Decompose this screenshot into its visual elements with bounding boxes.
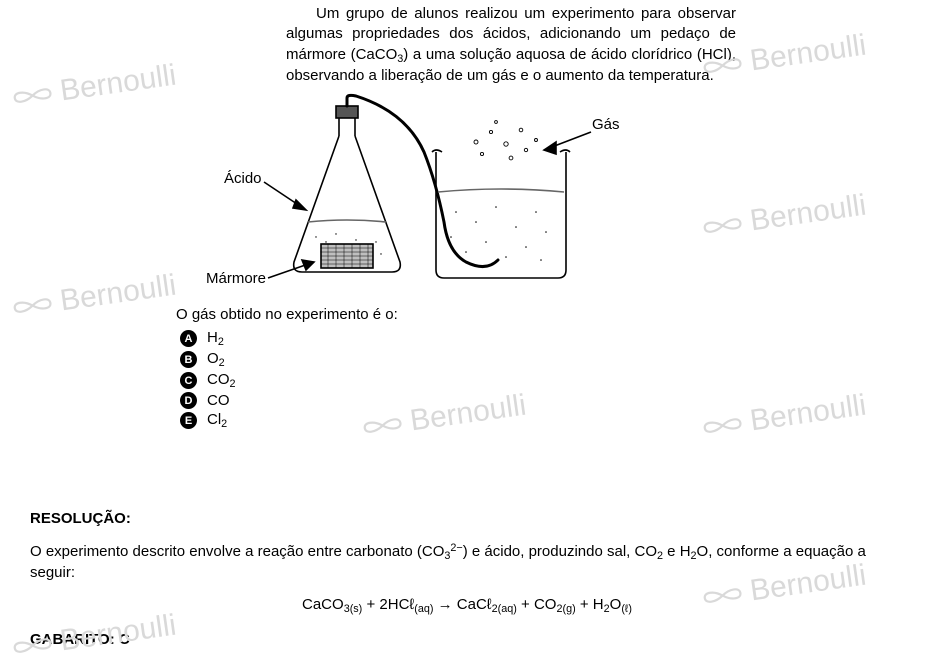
option-text: Cl2 [207,411,227,430]
option-text: H2 [207,329,224,348]
option-badge: B [180,351,197,368]
option-c[interactable]: C CO2 [180,371,736,390]
watermark: Bernoulli [8,269,178,326]
label-gas: Gás [592,116,620,133]
option-badge: A [180,330,197,347]
resolution-text: O experimento descrito envolve a reação … [30,541,904,584]
option-a[interactable]: A H2 [180,329,736,348]
intro-paragraph: Um grupo de alunos realizou um experimen… [176,4,736,86]
question-text: O gás obtido no experimento é o: [176,306,736,323]
label-marble: Mármore [206,270,266,287]
intro-text: Um grupo de alunos realizou um experimen… [286,5,736,84]
option-badge: D [180,392,197,409]
experiment-diagram: Ácido Mármore Gás [186,92,626,302]
equation: CaCO3(s) + 2HCℓ(aq) → CaCℓ2(aq) + CO2(g)… [30,596,904,615]
question-block: Um grupo de alunos realizou um experimen… [176,4,736,432]
option-d[interactable]: D CO [180,392,736,409]
option-text: CO [207,392,230,409]
option-e[interactable]: E Cl2 [180,411,736,430]
option-b[interactable]: B O2 [180,350,736,369]
option-text: O2 [207,350,225,369]
option-badge: E [180,412,197,429]
resolution-title: RESOLUÇÃO: [30,510,904,527]
options-list: A H2 B O2 C CO2 D CO E Cl2 [180,329,736,430]
resolution-block: RESOLUÇÃO: O experimento descrito envolv… [30,510,904,648]
option-text: CO2 [207,371,236,390]
watermark: Bernoulli [8,59,178,116]
gabarito: GABARITO: C [30,631,904,648]
option-badge: C [180,372,197,389]
label-acid: Ácido [224,170,262,187]
